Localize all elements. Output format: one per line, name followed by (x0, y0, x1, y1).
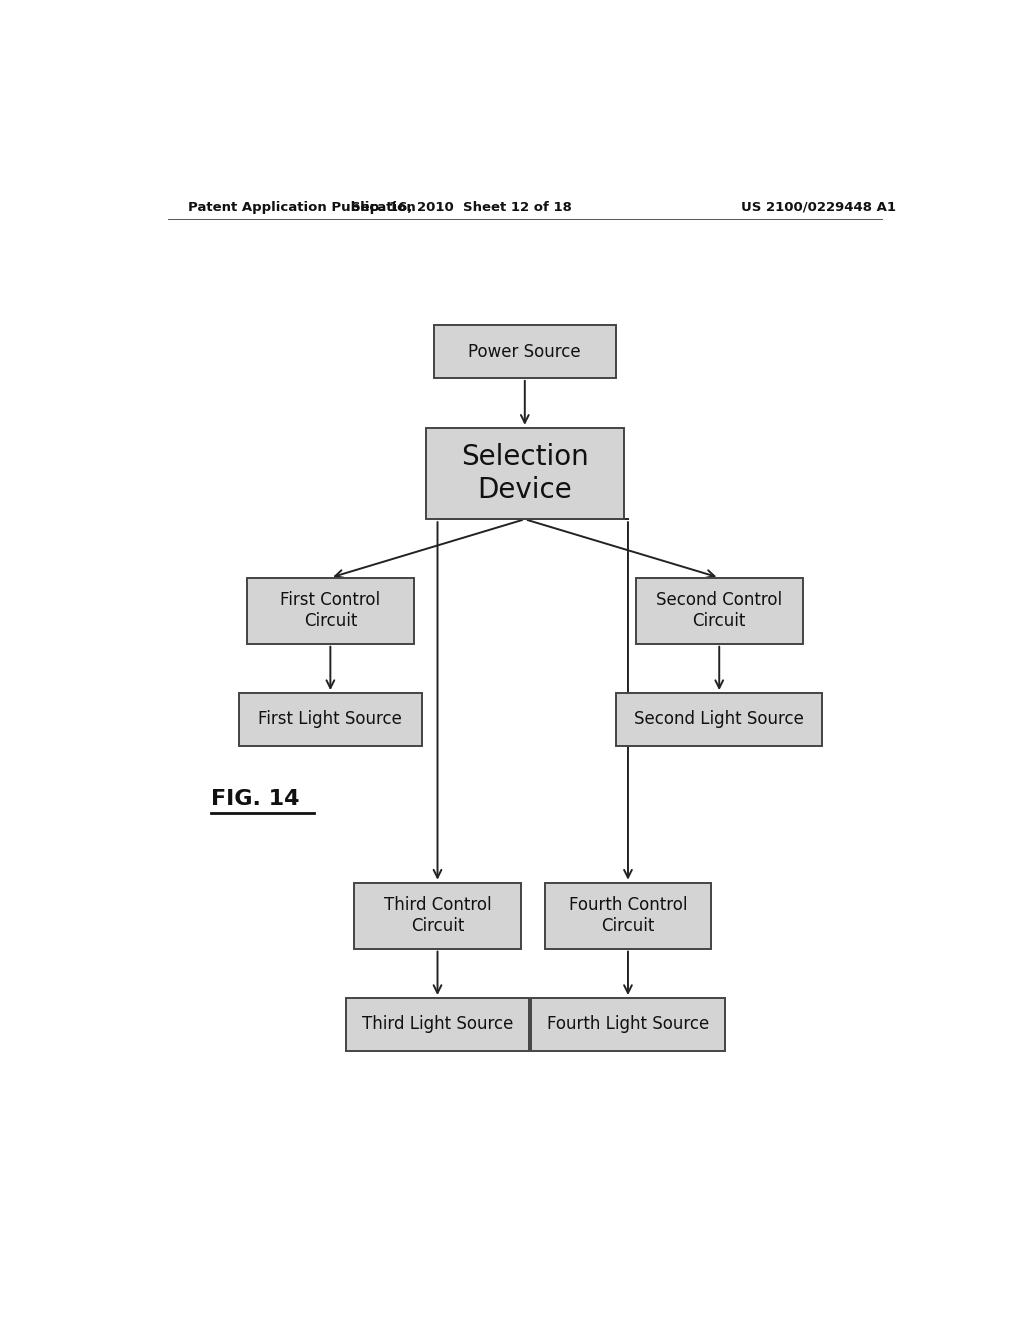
FancyBboxPatch shape (346, 998, 528, 1051)
FancyBboxPatch shape (616, 693, 822, 746)
Text: Patent Application Publication: Patent Application Publication (187, 201, 416, 214)
Text: Sep. 16, 2010  Sheet 12 of 18: Sep. 16, 2010 Sheet 12 of 18 (351, 201, 571, 214)
Text: First Control
Circuit: First Control Circuit (281, 591, 381, 630)
Text: Second Light Source: Second Light Source (634, 710, 804, 729)
FancyBboxPatch shape (354, 883, 521, 949)
FancyBboxPatch shape (247, 578, 414, 644)
Text: Fourth Control
Circuit: Fourth Control Circuit (568, 896, 687, 935)
Text: FIG. 14: FIG. 14 (211, 789, 300, 809)
Text: US 2100/0229448 A1: US 2100/0229448 A1 (741, 201, 896, 214)
FancyBboxPatch shape (426, 428, 624, 519)
FancyBboxPatch shape (636, 578, 803, 644)
Text: Fourth Light Source: Fourth Light Source (547, 1015, 709, 1034)
Text: Selection
Device: Selection Device (461, 444, 589, 504)
FancyBboxPatch shape (530, 998, 725, 1051)
Text: Third Control
Circuit: Third Control Circuit (384, 896, 492, 935)
FancyBboxPatch shape (433, 325, 616, 378)
Text: First Light Source: First Light Source (258, 710, 402, 729)
FancyBboxPatch shape (545, 883, 712, 949)
FancyBboxPatch shape (240, 693, 422, 746)
Text: Power Source: Power Source (469, 342, 581, 360)
Text: Third Light Source: Third Light Source (361, 1015, 513, 1034)
Text: Second Control
Circuit: Second Control Circuit (656, 591, 782, 630)
